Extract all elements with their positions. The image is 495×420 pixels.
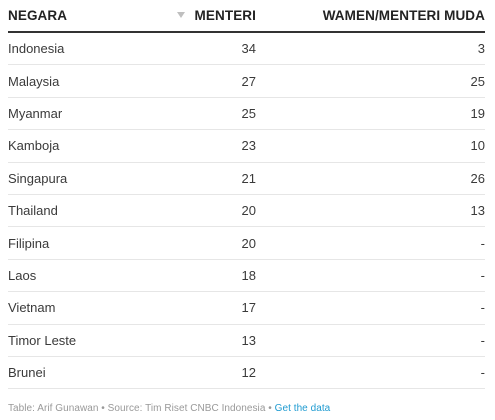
column-header-country[interactable]: NEGARA (8, 0, 168, 33)
cell-ministers: 23 (168, 129, 256, 163)
cell-ministers: 34 (168, 32, 256, 66)
data-table: NEGARA MENTERI WAMEN/MENTERI MUDA Indone… (8, 0, 485, 390)
column-header-ministers[interactable]: MENTERI (168, 0, 256, 33)
table-row: Indonesia 34 3 (8, 32, 485, 66)
cell-country: Filipina (8, 226, 168, 260)
cell-ministers: 27 (168, 64, 256, 98)
table-footer: Table: Arif Gunawan • Source: Tim Riset … (8, 403, 495, 414)
table-container: NEGARA MENTERI WAMEN/MENTERI MUDA Indone… (8, 0, 495, 414)
table-row: Thailand 20 13 (8, 194, 485, 228)
sort-descending-icon (176, 12, 185, 19)
column-header-deputy-label: WAMEN/MENTERI MUDA (322, 8, 485, 23)
table-row: Laos 18- (8, 259, 485, 293)
cell-deputy: - (256, 226, 485, 260)
get-the-data-link[interactable]: Get the data (274, 403, 331, 415)
cell-ministers: 20 (168, 226, 256, 260)
cell-country: Malaysia (8, 64, 168, 98)
table-row: Brunei 12- (8, 356, 485, 390)
cell-country: Thailand (8, 194, 168, 228)
cell-ministers: 17 (168, 291, 256, 325)
column-header-ministers-label: MENTERI (194, 8, 256, 23)
table-row: Vietnam 17- (8, 291, 485, 325)
cell-deputy: - (256, 356, 485, 390)
cell-country: Singapura (8, 162, 168, 195)
cell-deputy: - (256, 259, 485, 293)
table-row: Myanmar 25 19 (8, 97, 485, 131)
cell-deputy: 19 (256, 97, 485, 131)
cell-country: Kamboja (8, 129, 168, 163)
cell-deputy: 10 (256, 129, 485, 163)
cell-ministers: 25 (168, 97, 256, 131)
table-row: Filipina 20- (8, 226, 485, 260)
cell-ministers: 18 (168, 259, 256, 293)
cell-country: Vietnam (8, 291, 168, 325)
table-row: Kamboja 23 10 (8, 129, 485, 163)
footer-credits: Table: Arif Gunawan • Source: Tim Riset … (8, 403, 275, 415)
cell-deputy: 26 (256, 162, 485, 195)
cell-country: Indonesia (8, 32, 168, 66)
cell-deputy: 25 (256, 64, 485, 98)
cell-ministers: 21 (168, 162, 256, 195)
cell-deputy: - (256, 324, 485, 357)
cell-ministers: 12 (168, 356, 256, 390)
cell-deputy: 13 (256, 194, 485, 228)
table-row: Timor Leste 13- (8, 324, 485, 357)
table-row: Malaysia 27 25 (8, 64, 485, 98)
table-row: Singapura 21 26 (8, 162, 485, 195)
column-header-country-label: NEGARA (8, 8, 68, 23)
column-header-deputy[interactable]: WAMEN/MENTERI MUDA (256, 0, 485, 33)
cell-ministers: 20 (168, 194, 256, 228)
cell-country: Laos (8, 259, 168, 293)
cell-country: Myanmar (8, 97, 168, 131)
cell-country: Timor Leste (8, 324, 168, 357)
header-row: NEGARA MENTERI WAMEN/MENTERI MUDA (8, 0, 485, 33)
cell-deputy: - (256, 291, 485, 325)
table-body: Indonesia 34 3 Malaysia 27 25 Myanmar 25 19 Kambo… (8, 32, 485, 390)
cell-ministers: 13 (168, 324, 256, 357)
cell-deputy: 3 (256, 32, 485, 66)
cell-country: Brunei (8, 356, 168, 390)
table-header: NEGARA MENTERI WAMEN/MENTERI MUDA (8, 0, 485, 33)
